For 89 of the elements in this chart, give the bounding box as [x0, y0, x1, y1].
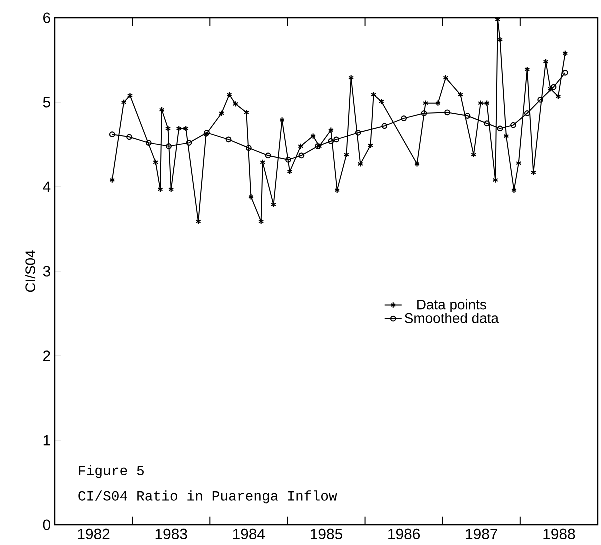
point — [348, 74, 354, 82]
point — [497, 36, 504, 44]
x-tick-label: 1986 — [388, 528, 420, 540]
point — [232, 101, 239, 108]
point — [504, 133, 510, 140]
point — [334, 187, 340, 194]
x-tick-label: 1983 — [156, 528, 188, 540]
point — [524, 110, 530, 116]
point — [298, 152, 305, 159]
point — [421, 110, 428, 116]
point — [127, 92, 134, 99]
point — [218, 110, 225, 117]
y-axis-title: CI/S04 — [25, 250, 36, 292]
point — [358, 161, 364, 168]
y-tick-label: 2 — [44, 350, 50, 362]
point — [355, 130, 362, 136]
point — [146, 140, 152, 146]
point — [158, 186, 164, 193]
point — [444, 110, 450, 116]
point — [371, 92, 377, 98]
point — [497, 126, 504, 132]
x-tick-label: 1985 — [311, 528, 342, 540]
point — [548, 86, 554, 92]
point — [126, 134, 132, 140]
point — [121, 99, 127, 106]
y-tick-label: 1 — [44, 435, 50, 446]
point — [495, 16, 501, 23]
y-tick-label: 6 — [44, 12, 50, 24]
point — [484, 120, 490, 127]
point — [328, 138, 334, 144]
point — [244, 109, 250, 116]
point — [344, 152, 350, 158]
point — [196, 218, 202, 225]
point — [492, 177, 498, 184]
x-tick-label: 1984 — [233, 528, 266, 540]
point — [153, 159, 159, 166]
point — [260, 159, 266, 166]
y-tick-label: 0 — [43, 520, 50, 530]
y-tick-label: 3 — [43, 266, 50, 277]
point — [524, 66, 530, 73]
annotation: CI/S04 Ratio in Puarenga Inflow — [78, 490, 338, 504]
point — [265, 152, 272, 159]
point — [538, 97, 544, 103]
point — [510, 122, 516, 128]
point — [550, 84, 557, 90]
point — [443, 74, 449, 82]
point — [246, 145, 252, 152]
legend-label: Smoothed data — [405, 313, 499, 324]
point — [287, 168, 293, 175]
point — [204, 130, 210, 136]
point — [298, 143, 304, 150]
point — [168, 186, 174, 193]
point — [368, 142, 374, 149]
x-tick-label: 1982 — [78, 528, 110, 540]
point — [516, 160, 522, 166]
point — [165, 126, 172, 132]
y-tick-label: 4 — [43, 182, 51, 192]
point — [226, 92, 232, 98]
point — [378, 98, 384, 105]
point — [422, 100, 429, 106]
point — [226, 136, 232, 143]
point — [334, 136, 340, 143]
x-tick-label: 1988 — [544, 528, 576, 540]
point — [401, 116, 408, 122]
point — [279, 117, 286, 124]
point — [530, 169, 536, 176]
point — [166, 143, 172, 150]
point — [310, 133, 316, 140]
point — [286, 157, 292, 163]
annotation: Figure 5 — [79, 465, 144, 478]
point — [176, 126, 182, 132]
point — [484, 100, 490, 106]
point — [556, 93, 562, 100]
point — [458, 92, 464, 98]
point — [464, 113, 471, 119]
point — [478, 100, 484, 106]
point — [186, 140, 192, 146]
y-tick-label: 5 — [43, 97, 50, 108]
point — [328, 127, 334, 134]
point — [203, 131, 210, 138]
point — [435, 100, 441, 106]
x-tick-label: 1987 — [466, 528, 498, 540]
point — [382, 123, 388, 130]
point — [248, 194, 254, 200]
point — [414, 161, 420, 168]
point — [183, 126, 189, 132]
legend-label: Data points — [418, 299, 486, 312]
point — [258, 218, 264, 225]
point — [543, 58, 549, 66]
